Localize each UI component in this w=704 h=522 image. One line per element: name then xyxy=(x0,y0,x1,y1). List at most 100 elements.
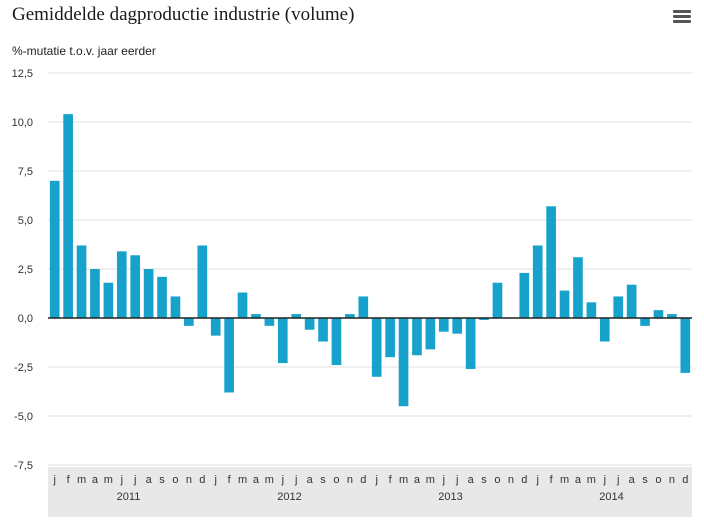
bar[interactable] xyxy=(425,318,436,350)
x-tick-label: j xyxy=(616,474,619,486)
bar[interactable] xyxy=(492,282,503,318)
x-tick-label: s xyxy=(642,474,648,486)
x-tick-label: s xyxy=(159,474,165,486)
x-tick-label: d xyxy=(521,474,527,486)
bar[interactable] xyxy=(667,314,677,318)
x-tick-label: n xyxy=(669,474,675,486)
bar[interactable] xyxy=(224,318,234,393)
x-tick-label: d xyxy=(682,474,688,486)
bar[interactable] xyxy=(613,296,624,318)
x-tick-label: a xyxy=(575,474,582,486)
bar[interactable] xyxy=(532,245,543,318)
y-tick-label: -7,5 xyxy=(14,460,33,472)
bar[interactable] xyxy=(331,318,342,366)
x-tick-label: f xyxy=(67,474,71,486)
x-tick-label: j xyxy=(213,474,216,486)
x-tick-label: m xyxy=(238,474,247,486)
y-tick-label: -5,0 xyxy=(14,411,33,423)
x-tick-label: j xyxy=(281,474,284,486)
x-tick-label: n xyxy=(347,474,353,486)
y-axis-ticks: 12,5 10,0 7,5 5,0 2,5 0,0 -2,5 -5,0 -7,5 xyxy=(12,68,33,472)
bar[interactable] xyxy=(626,284,637,318)
bar[interactable] xyxy=(519,272,530,318)
year-labels: 2011 2012 2013 2014 xyxy=(117,491,624,503)
x-tick-label: d xyxy=(360,474,366,486)
x-tick-label: j xyxy=(120,474,123,486)
bar[interactable] xyxy=(412,318,422,356)
x-tick-label: a xyxy=(414,474,421,486)
bar[interactable] xyxy=(143,269,154,318)
x-tick-label: m xyxy=(399,474,408,486)
y-tick-label: 7,5 xyxy=(18,166,33,178)
bar[interactable] xyxy=(345,314,355,318)
bar[interactable] xyxy=(358,296,369,318)
bar[interactable] xyxy=(103,282,114,318)
bar[interactable] xyxy=(546,206,556,318)
bar[interactable] xyxy=(251,314,261,318)
bars xyxy=(49,114,691,407)
bar[interactable] xyxy=(680,318,691,373)
bar[interactable] xyxy=(573,257,583,318)
x-tick-label: f xyxy=(550,474,554,486)
bar[interactable] xyxy=(157,276,167,318)
bar[interactable] xyxy=(465,318,476,369)
bar[interactable] xyxy=(237,292,248,318)
bar[interactable] xyxy=(49,180,60,318)
bar[interactable] xyxy=(640,318,650,326)
x-tick-label: a xyxy=(92,474,99,486)
bar[interactable] xyxy=(398,318,409,407)
bar[interactable] xyxy=(184,318,194,326)
bar[interactable] xyxy=(277,318,288,364)
bar[interactable] xyxy=(653,310,664,318)
bar[interactable] xyxy=(452,318,463,334)
year-label: 2011 xyxy=(117,491,141,503)
bar[interactable] xyxy=(559,290,570,318)
x-tick-label: a xyxy=(146,474,153,486)
bar[interactable] xyxy=(63,114,73,318)
bar[interactable] xyxy=(479,318,489,320)
x-tick-label: o xyxy=(494,474,500,486)
x-tick-label: j xyxy=(294,474,297,486)
x-tick-label: m xyxy=(265,474,274,486)
x-tick-label: j xyxy=(133,474,136,486)
year-label: 2014 xyxy=(599,491,623,503)
bar[interactable] xyxy=(318,318,328,342)
bar[interactable] xyxy=(210,318,221,336)
chart-title: Gemiddelde dagproductie industrie (volum… xyxy=(12,4,355,25)
x-tick-label: m xyxy=(426,474,435,486)
x-tick-label: s xyxy=(320,474,326,486)
x-tick-label: o xyxy=(655,474,661,486)
x-tick-label: o xyxy=(172,474,178,486)
bar[interactable] xyxy=(264,318,275,326)
x-tick-label: a xyxy=(307,474,314,486)
bar[interactable] xyxy=(438,318,449,332)
bar[interactable] xyxy=(197,245,208,318)
x-tick-label: n xyxy=(186,474,192,486)
bar[interactable] xyxy=(76,245,87,318)
bar[interactable] xyxy=(130,255,141,318)
bar[interactable] xyxy=(586,302,597,318)
hamburger-menu-icon[interactable] xyxy=(673,10,691,24)
bar[interactable] xyxy=(385,318,395,358)
x-tick-label: n xyxy=(508,474,514,486)
y-tick-label: 0,0 xyxy=(18,313,33,325)
bar[interactable] xyxy=(291,314,302,318)
bar[interactable] xyxy=(599,318,610,342)
x-tick-label: o xyxy=(333,474,339,486)
x-tick-label: j xyxy=(442,474,445,486)
bar[interactable] xyxy=(116,251,127,318)
y-tick-label: 2,5 xyxy=(18,264,33,276)
bar[interactable] xyxy=(170,296,181,318)
bar[interactable] xyxy=(90,269,100,318)
x-tick-label: j xyxy=(455,474,458,486)
y-tick-label: -2,5 xyxy=(14,362,33,374)
y-tick-label: 5,0 xyxy=(18,215,33,227)
bar[interactable] xyxy=(371,318,382,377)
y-axis-label: %-mutatie t.o.v. jaar eerder xyxy=(12,44,156,58)
y-tick-label: 12,5 xyxy=(12,68,33,80)
bar[interactable] xyxy=(304,318,315,330)
x-tick-label: a xyxy=(629,474,636,486)
x-tick-label: m xyxy=(104,474,113,486)
